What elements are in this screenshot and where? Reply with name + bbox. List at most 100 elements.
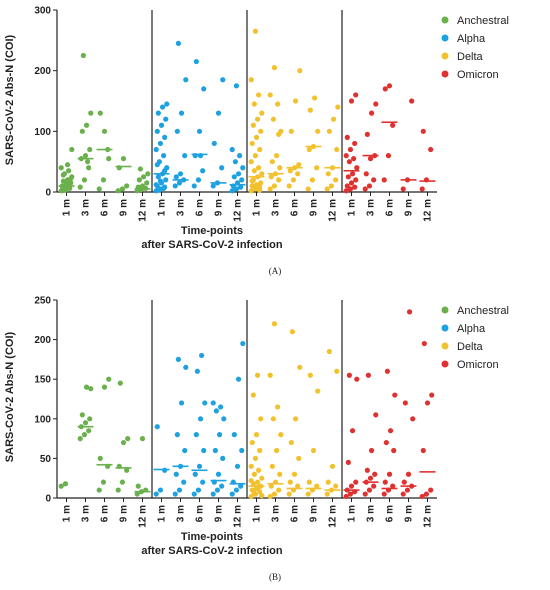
data-point: [326, 348, 332, 355]
data-point: [135, 483, 141, 489]
data-point: [176, 180, 183, 186]
x-tick-label: 6 m: [290, 505, 301, 522]
data-point: [344, 183, 350, 189]
data-point: [257, 187, 263, 193]
data-point: [183, 77, 189, 83]
data-point: [400, 491, 406, 497]
data-point: [161, 185, 167, 191]
data-point: [251, 471, 257, 477]
data-point: [392, 392, 398, 398]
data-point: [371, 177, 377, 183]
x-tick-label: 12 m: [328, 505, 339, 528]
panel-b-y-ticks: 0 50 100 150 200 250: [34, 296, 57, 505]
data-point: [229, 188, 235, 194]
x-tick-label: 3 m: [81, 199, 92, 216]
data-point: [364, 131, 370, 137]
data-point: [276, 487, 282, 493]
y-tick-label: 150: [34, 375, 51, 386]
data-point: [324, 186, 330, 192]
y-tick-label: 200: [34, 335, 51, 346]
data-point: [401, 479, 407, 485]
y-tick-label: 50: [40, 454, 52, 465]
data-point: [353, 479, 359, 485]
data-point: [101, 128, 108, 134]
data-point: [267, 186, 273, 192]
data-point: [373, 101, 379, 107]
data-point: [268, 174, 274, 180]
data-point: [366, 183, 373, 189]
data-point: [288, 439, 294, 446]
data-point: [83, 122, 90, 128]
data-point: [421, 340, 427, 347]
data-point: [248, 188, 254, 194]
data-point: [163, 116, 169, 122]
data-point: [181, 479, 187, 485]
data-point: [252, 153, 259, 159]
data-point: [174, 432, 180, 438]
data-point: [176, 487, 183, 493]
data-point: [100, 479, 107, 485]
data-point: [219, 483, 225, 489]
data-point: [306, 479, 312, 485]
data-point: [210, 491, 216, 497]
x-tick-label: 1 m: [347, 199, 358, 216]
x-tick-label: 6 m: [195, 505, 206, 522]
data-point: [352, 140, 358, 147]
data-point: [81, 432, 88, 438]
data-point: [253, 182, 260, 188]
x-tick-label: 1 m: [252, 199, 263, 216]
data-point: [409, 98, 415, 104]
data-point: [254, 479, 261, 485]
data-point: [254, 116, 261, 122]
x-tick-label: 9 m: [404, 505, 415, 522]
data-point: [96, 487, 102, 493]
x-tick-label: 9 m: [119, 505, 130, 522]
legend-b-label-omicron: Omicron: [457, 359, 499, 371]
data-point: [254, 372, 261, 378]
data-point: [270, 116, 276, 122]
data-point: [157, 178, 164, 184]
data-point: [348, 483, 355, 489]
data-point: [210, 400, 216, 406]
x-tick-label: 3 m: [366, 505, 377, 522]
data-point: [324, 491, 330, 497]
x-tick-label: 6 m: [100, 505, 111, 522]
data-point: [290, 177, 297, 183]
data-point: [120, 439, 127, 446]
data-point: [252, 455, 259, 461]
data-point: [353, 92, 359, 98]
data-point: [267, 92, 273, 98]
data-point: [82, 153, 89, 159]
data-point: [249, 140, 255, 147]
x-tick-label: 12 m: [423, 505, 434, 528]
data-point: [238, 483, 244, 489]
data-point: [172, 183, 178, 189]
panel-a: SARS-CoV-2 Abs-N (COI) 0 100 200 300 1 m 3 m…: [4, 6, 437, 276]
data-point: [346, 372, 352, 378]
data-point: [367, 475, 374, 481]
data-point: [58, 165, 64, 171]
data-point: [251, 490, 257, 496]
x-tick-label: 12 m: [138, 505, 149, 528]
data-point: [195, 177, 202, 183]
panel-a-ylabel: SARS-CoV-2 Abs-N (COI): [4, 34, 16, 165]
legend-a-label-delta: Delta: [457, 51, 484, 63]
data-point: [271, 491, 278, 497]
data-point: [307, 107, 313, 113]
data-point: [136, 177, 142, 183]
data-point: [220, 455, 226, 461]
data-point: [362, 491, 368, 497]
data-point: [249, 183, 255, 189]
data-point: [382, 479, 388, 485]
x-tick-label: 1 m: [157, 505, 168, 522]
data-point: [220, 77, 226, 83]
data-point: [384, 368, 390, 374]
data-point: [268, 483, 274, 489]
data-point: [115, 487, 121, 493]
data-point: [172, 491, 178, 497]
data-point: [334, 368, 340, 374]
data-point: [386, 471, 393, 477]
legend-a-swatch-delta: [441, 52, 449, 60]
y-tick-label: 0: [45, 494, 51, 505]
data-point: [159, 104, 166, 110]
